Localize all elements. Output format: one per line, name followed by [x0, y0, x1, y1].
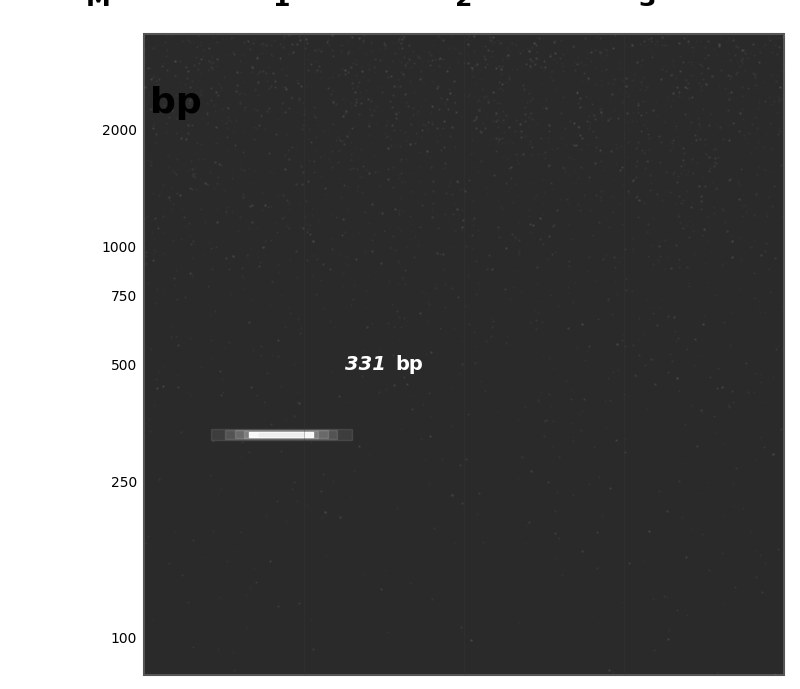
Text: 2: 2 [455, 0, 473, 11]
Text: 3: 3 [638, 0, 655, 11]
Text: 331: 331 [345, 355, 393, 374]
Text: 1: 1 [272, 0, 290, 11]
Text: bp: bp [395, 355, 423, 374]
Text: bp: bp [150, 85, 202, 120]
Text: M: M [86, 0, 110, 11]
